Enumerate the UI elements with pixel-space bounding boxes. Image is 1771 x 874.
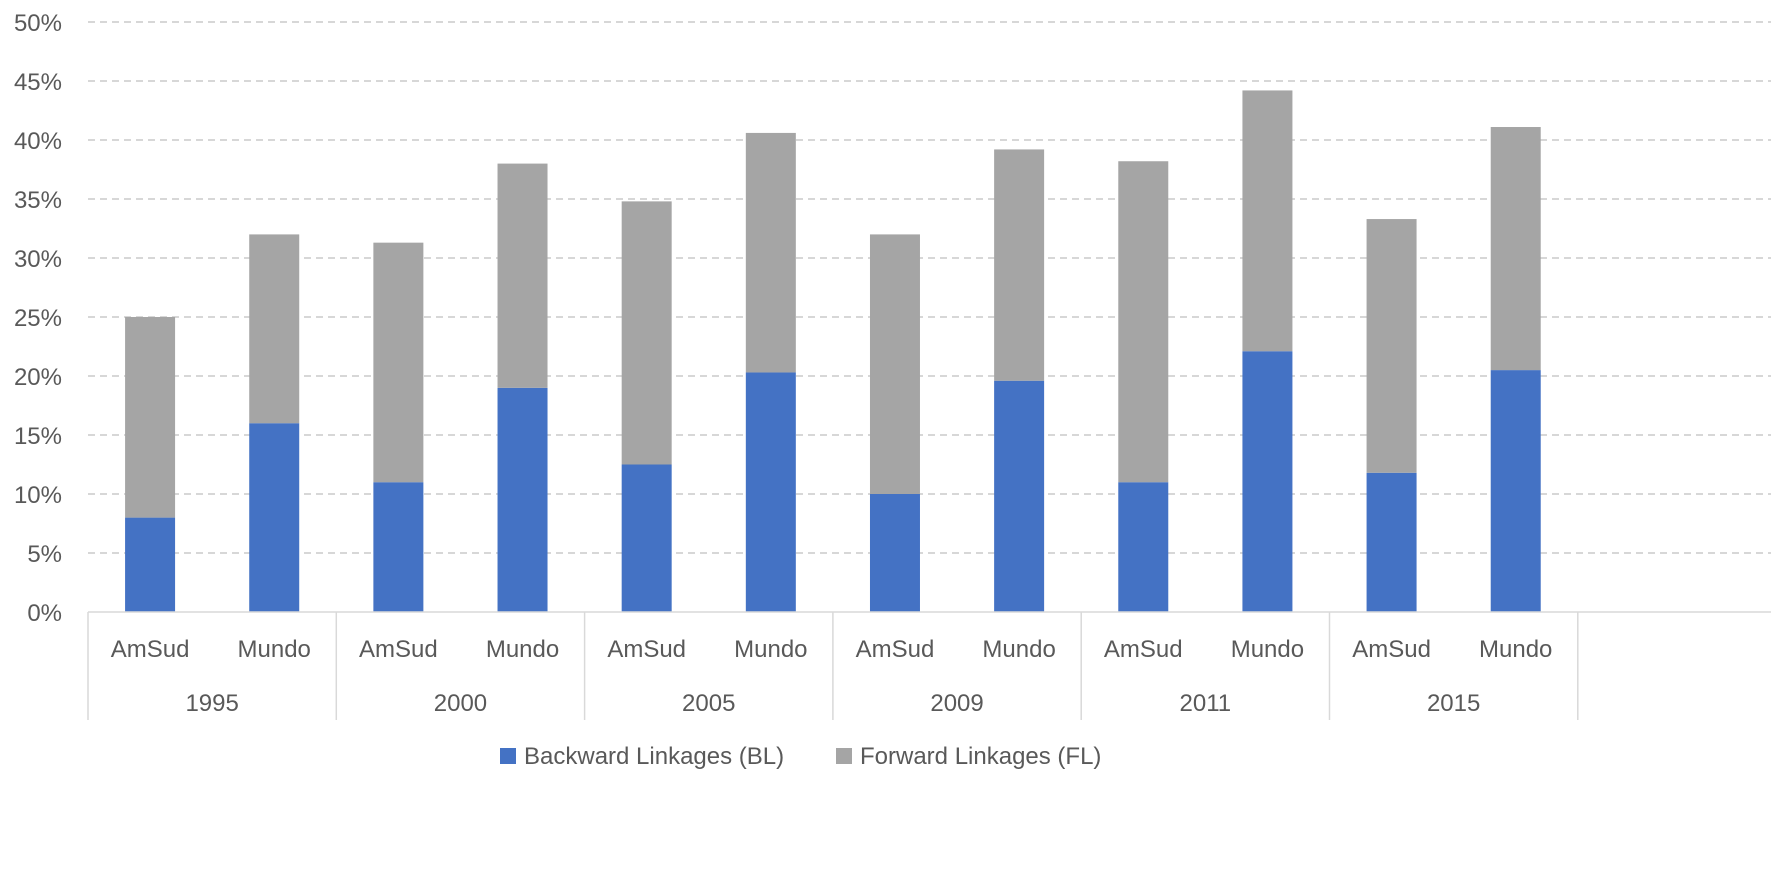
bar-backward-linkages — [1366, 472, 1417, 612]
y-tick-label: 45% — [14, 69, 62, 96]
y-tick-label: 20% — [14, 364, 62, 391]
x-tick-label: Mundo — [1479, 636, 1552, 663]
x-tick-label: AmSud — [111, 636, 190, 663]
x-tick-label: AmSud — [856, 636, 935, 663]
y-tick-label: 5% — [27, 541, 62, 568]
x-tick-label: AmSud — [1352, 636, 1431, 663]
bar-forward-linkages — [497, 163, 548, 388]
y-tick-label: 30% — [14, 246, 62, 273]
x-tick-label: Mundo — [982, 636, 1055, 663]
bar-backward-linkages — [621, 464, 672, 612]
bar-forward-linkages — [125, 317, 176, 518]
bar-backward-linkages — [1242, 351, 1293, 612]
bar-backward-linkages — [1490, 370, 1541, 612]
bar-forward-linkages — [745, 132, 796, 373]
x-tick-label: Mundo — [238, 636, 311, 663]
bar-backward-linkages — [1118, 482, 1169, 612]
y-tick-label: 35% — [14, 187, 62, 214]
bar-backward-linkages — [125, 517, 176, 612]
x-tick-label: AmSud — [359, 636, 438, 663]
bar-forward-linkages — [1366, 219, 1417, 473]
bar-forward-linkages — [994, 149, 1045, 381]
legend-label: Forward Linkages (FL) — [860, 743, 1101, 770]
x-tick-label: AmSud — [1104, 636, 1183, 663]
x-tick-label: Mundo — [486, 636, 559, 663]
group-label: 2000 — [434, 690, 487, 717]
bar-forward-linkages — [373, 242, 424, 483]
bar-forward-linkages — [1490, 127, 1541, 371]
bar-forward-linkages — [1118, 161, 1169, 483]
bar-backward-linkages — [994, 380, 1045, 612]
bar-forward-linkages — [249, 234, 300, 424]
bar-forward-linkages — [1242, 90, 1293, 352]
bar-backward-linkages — [497, 387, 548, 612]
bar-backward-linkages — [373, 482, 424, 612]
y-tick-label: 50% — [14, 10, 62, 37]
group-label: 2009 — [930, 690, 983, 717]
y-tick-label: 15% — [14, 423, 62, 450]
y-tick-label: 10% — [14, 482, 62, 509]
group-label: 2015 — [1427, 690, 1480, 717]
bar-forward-linkages — [869, 234, 920, 494]
legend-swatch — [836, 748, 852, 764]
bar-forward-linkages — [621, 201, 672, 465]
x-tick-label: Mundo — [734, 636, 807, 663]
y-tick-label: 25% — [14, 305, 62, 332]
y-tick-label: 40% — [14, 128, 62, 155]
bar-backward-linkages — [745, 372, 796, 612]
x-tick-label: Mundo — [1231, 636, 1304, 663]
group-label: 1995 — [185, 690, 238, 717]
group-label: 2005 — [682, 690, 735, 717]
x-tick-label: AmSud — [607, 636, 686, 663]
y-tick-label: 0% — [27, 600, 62, 627]
group-label: 2011 — [1180, 690, 1232, 717]
bar-backward-linkages — [869, 494, 920, 612]
legend-label: Backward Linkages (BL) — [524, 743, 784, 770]
bar-backward-linkages — [249, 423, 300, 612]
legend-swatch — [500, 748, 516, 764]
